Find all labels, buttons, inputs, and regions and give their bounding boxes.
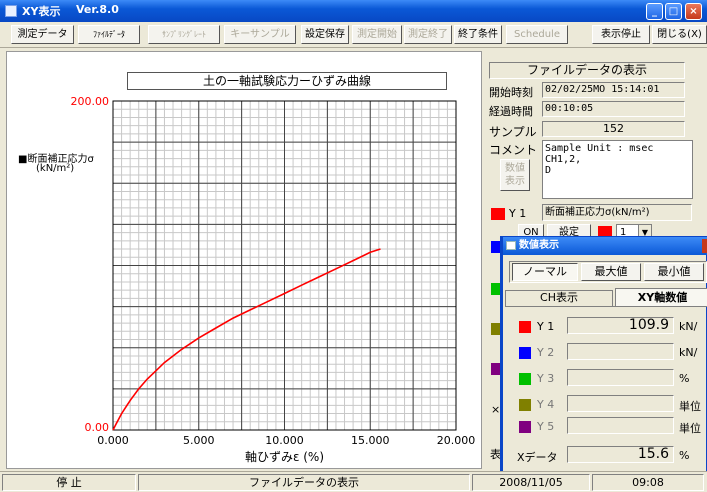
- comment-line: D: [545, 165, 552, 176]
- status-bar: 停 止 ファイルデータの表示 2008/11/05 09:08: [0, 471, 707, 492]
- y4-row-unit: 単位: [679, 400, 701, 413]
- y5-row-swatch: [519, 421, 531, 433]
- tab-xy-values[interactable]: XY軸数値: [615, 288, 707, 307]
- x-tick-label: 15.000: [351, 434, 390, 447]
- plot-area: [6, 51, 482, 469]
- status-date: 2008/11/05: [472, 474, 590, 491]
- y3-row-unit: %: [679, 372, 690, 385]
- y1-label: Y 1: [509, 207, 527, 220]
- stop-measure-button[interactable]: 測定終了: [404, 25, 452, 44]
- tab-min[interactable]: 最小値: [644, 263, 704, 281]
- y2-row-label: Y 2: [537, 346, 555, 359]
- popup-close-icon[interactable]: [702, 239, 707, 253]
- y-tick-label: 0.00: [85, 421, 110, 434]
- y2-row-value: [567, 343, 674, 360]
- sampling-rate-button[interactable]: ｻﾝﾌﾟﾘﾝｸﾞﾚｰﾄ: [148, 25, 220, 44]
- start-time-label: 開始時刻: [489, 86, 533, 99]
- close-button[interactable]: 閉じる(X): [652, 25, 707, 44]
- x-data-unit: %: [679, 449, 690, 462]
- y4-row-value: [567, 395, 674, 412]
- legend-unit: (kN/m²): [36, 163, 75, 174]
- stop-display-button[interactable]: 表示停止: [592, 25, 650, 44]
- y4-row-label: Y 4: [537, 398, 555, 411]
- plot-frame: [112, 100, 457, 431]
- schedule-button[interactable]: Schedule: [506, 25, 568, 44]
- window-title: XY表示: [22, 5, 61, 18]
- x-partial-label: ×: [491, 403, 501, 416]
- measure-data-button[interactable]: 測定データ: [11, 25, 74, 44]
- status-state: 停 止: [2, 474, 136, 491]
- numeric-display-button[interactable]: 数値 表示: [500, 159, 530, 191]
- y2-row-swatch: [519, 347, 531, 359]
- end-condition-button[interactable]: 終了条件: [454, 25, 502, 44]
- status-mode: ファイルデータの表示: [138, 474, 470, 491]
- status-time: 09:08: [592, 474, 704, 491]
- tab-content: [505, 306, 707, 471]
- tab-max[interactable]: 最大値: [581, 263, 641, 281]
- comment-line: Sample Unit : msec: [545, 143, 654, 154]
- tab-ch-display[interactable]: CH表示: [505, 290, 613, 306]
- start-measure-button[interactable]: 測定開始: [352, 25, 402, 44]
- y4-color-swatch: [491, 323, 501, 335]
- file-data-button[interactable]: ﾌｧｲﾙﾃﾞｰﾀ: [78, 25, 140, 44]
- toolbar: 測定データ ﾌｧｲﾙﾃﾞｰﾀ ｻﾝﾌﾟﾘﾝｸﾞﾚｰﾄ キーサンプル 設定保存 測…: [0, 22, 707, 48]
- elapsed-label: 経過時間: [489, 105, 533, 118]
- x-tick-label: 0.000: [97, 434, 129, 447]
- y5-row-value: [567, 417, 674, 434]
- x-tick-label: 10.000: [265, 434, 304, 447]
- series-line: [112, 248, 381, 431]
- y3-row-swatch: [519, 373, 531, 385]
- app-icon: [5, 5, 17, 17]
- y1-row-swatch: [519, 321, 531, 333]
- popup-title-bar[interactable]: 数値表示: [503, 237, 707, 255]
- elapsed-value: 00:10:05: [542, 101, 685, 117]
- y1-name-field: 断面補正応力σ(kN/m²): [542, 204, 692, 221]
- y4-row-swatch: [519, 399, 531, 411]
- x-axis-label: 軸ひずみε (%): [245, 450, 324, 464]
- y2-color-swatch: [491, 241, 501, 253]
- minimize-icon[interactable]: _: [646, 3, 663, 20]
- comment-line: CH1,2,: [545, 154, 582, 165]
- x-data-label: Xデータ: [517, 451, 558, 464]
- window-version: Ver.8.0: [76, 3, 119, 16]
- panel-header: ファイルデータの表示: [489, 62, 685, 79]
- tab-normal[interactable]: ノーマル: [512, 263, 578, 281]
- x-data-value: 15.6: [567, 446, 674, 463]
- color-select-swatch[interactable]: [598, 226, 612, 238]
- y1-row-label: Y 1: [537, 320, 555, 333]
- y3-row-value: [567, 369, 674, 386]
- sample-value: 152: [542, 121, 685, 137]
- y5-row-unit: 単位: [679, 422, 701, 435]
- y5-color-swatch: [491, 363, 501, 375]
- comment-box[interactable]: Sample Unit : msec CH1,2, D: [542, 140, 693, 199]
- y5-row-label: Y 5: [537, 420, 555, 433]
- sample-label: サンプル: [489, 125, 537, 139]
- chart-title: 土の一軸試験応力ーひずみ曲線: [127, 72, 447, 90]
- table-partial-label: 表: [490, 448, 501, 461]
- save-settings-button[interactable]: 設定保存: [301, 25, 349, 44]
- maximize-icon[interactable]: □: [665, 3, 682, 20]
- x-tick-label: 5.000: [183, 434, 215, 447]
- y3-color-swatch: [491, 283, 501, 295]
- start-time-value: 02/02/25MO 15:14:01: [542, 82, 685, 98]
- y-tick-label: 200.00: [71, 95, 110, 108]
- y3-row-label: Y 3: [537, 372, 555, 385]
- x-tick-label: 20.000: [437, 434, 476, 447]
- comment-label: コメント: [489, 143, 538, 157]
- y2-row-unit: kN/: [679, 346, 698, 359]
- key-sample-button[interactable]: キーサンプル: [224, 25, 296, 44]
- y1-color-swatch: [491, 208, 505, 220]
- numeric-popup: 数値表示 ノーマル 最大値 最小値 CH表示 XY軸数値 Y 1 109.9 k…: [500, 236, 707, 472]
- close-icon[interactable]: ×: [685, 3, 702, 20]
- y1-row-value: 109.9: [567, 317, 674, 334]
- popup-title: 数値表示: [519, 240, 559, 251]
- legend-label: ■断面補正応力σ: [18, 154, 94, 165]
- popup-app-icon: [506, 241, 516, 250]
- title-bar[interactable]: XY表示 Ver.8.0 _ □ ×: [0, 0, 707, 22]
- y1-row-unit: kN/: [679, 320, 698, 333]
- chart: 0.000 5.000 10.000 15.000 20.000 200.00 0.00 軸ひ…: [71, 95, 476, 464]
